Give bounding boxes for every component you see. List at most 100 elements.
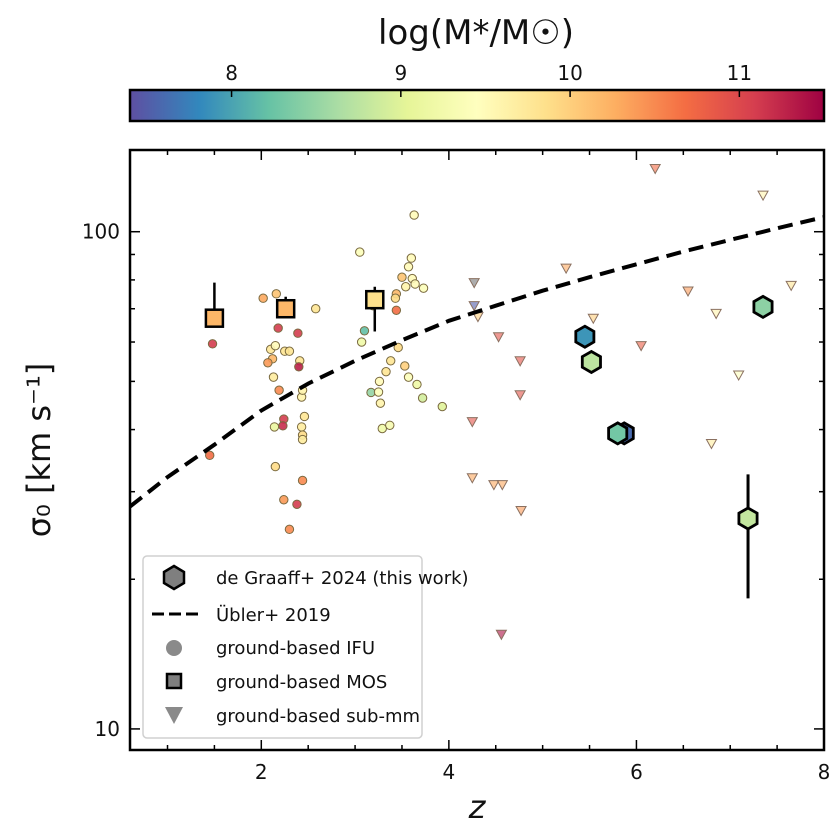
- hexagon-icon: [162, 564, 186, 591]
- colorbar-tick-label: 9: [394, 61, 407, 85]
- ifu-point: [274, 385, 284, 395]
- legend-entry-this-work: de Graaff+ 2024 (this work): [162, 564, 469, 591]
- ifu-point: [279, 495, 289, 505]
- legend-entry-mos: ground-based MOS: [165, 672, 387, 693]
- ifu-point: [271, 289, 282, 299]
- legend-label: ground-based sub-mm: [216, 706, 420, 727]
- submm-point: [495, 629, 508, 641]
- ifu-point: [400, 361, 410, 371]
- submm-point: [496, 480, 509, 491]
- colorbar: log(M*/M☉) 8 9 10 11: [128, 13, 826, 123]
- submm-point: [785, 280, 798, 292]
- x-tick-label: 2: [255, 760, 268, 784]
- legend-label: Übler+ 2019: [216, 604, 331, 626]
- submm-point: [466, 417, 479, 428]
- mos-point: [275, 298, 296, 319]
- ifu-point: [284, 346, 295, 356]
- ifu-point: [296, 422, 307, 432]
- ifu-point: [270, 461, 281, 472]
- submm-point: [705, 439, 718, 450]
- ifu-point: [437, 401, 447, 412]
- ifu-point: [284, 524, 295, 535]
- submm-point: [514, 356, 526, 367]
- ifu-point: [273, 323, 283, 333]
- ifu-point: [269, 422, 280, 432]
- ifu-point: [390, 293, 401, 303]
- this-work-point: [737, 506, 759, 531]
- circle-icon: [166, 640, 182, 656]
- submm-point: [466, 473, 479, 484]
- submm-point: [682, 286, 694, 298]
- submm-point: [587, 313, 600, 325]
- square-icon: [165, 672, 183, 690]
- ifu-point: [385, 420, 395, 430]
- submm-point: [560, 263, 572, 275]
- this-work-point: [574, 324, 596, 349]
- ifu-point: [386, 356, 396, 366]
- colorbar-gradient: [128, 88, 826, 123]
- ifu-point: [310, 304, 321, 314]
- ifu-point: [417, 393, 428, 403]
- ifu-point: [403, 372, 414, 382]
- y-axis-label: σ₀ [km s⁻¹]: [20, 363, 58, 538]
- x-axis-label: z: [468, 788, 487, 826]
- submm-point: [732, 370, 745, 382]
- mos-point: [365, 289, 385, 310]
- this-work-point: [752, 294, 774, 320]
- submm-point: [488, 480, 500, 491]
- ifu-point: [359, 326, 370, 336]
- ifu-point: [374, 376, 385, 387]
- legend-entry-submm: ground-based sub-mm: [165, 706, 420, 727]
- ifu-point: [278, 421, 288, 431]
- colorbar-tick-label: 8: [225, 61, 238, 85]
- ifu-point: [412, 379, 422, 390]
- triangle-down-icon: [165, 707, 183, 724]
- ubler-2019-line: [130, 215, 824, 509]
- ifu-point: [299, 411, 310, 422]
- y-tick-label: 10: [95, 717, 120, 741]
- ifu-point: [397, 272, 407, 282]
- ifu-point: [393, 342, 403, 353]
- ifu-point: [391, 305, 402, 315]
- ifu-point: [381, 366, 391, 377]
- ifu-point: [406, 253, 417, 263]
- ifu-point: [403, 262, 414, 272]
- ifu-point: [263, 358, 273, 368]
- ifu-point: [410, 279, 420, 289]
- submm-point: [492, 332, 505, 343]
- x-tick-label: 6: [630, 760, 643, 784]
- submm-point: [515, 505, 527, 517]
- ifu-point: [293, 328, 303, 338]
- ifu-point: [418, 283, 429, 293]
- legend-entry-ubler: Übler+ 2019: [152, 604, 331, 626]
- x-tick-label: 4: [442, 760, 455, 784]
- legend-entry-ifu: ground-based IFU: [166, 638, 375, 659]
- this-work-point: [607, 421, 629, 446]
- submm-point: [757, 190, 769, 202]
- ifu-point: [356, 337, 367, 347]
- y-tick-label: 100: [82, 220, 120, 244]
- colorbar-tick-label: 11: [727, 61, 752, 85]
- legend-label: ground-based MOS: [216, 672, 387, 693]
- ifu-point: [268, 372, 279, 382]
- ifu-point: [258, 293, 268, 303]
- ifu-point: [207, 339, 218, 349]
- ifu-point: [270, 340, 281, 351]
- submm-point: [468, 278, 481, 289]
- mos-point: [204, 308, 225, 328]
- this-work-point: [580, 349, 602, 375]
- submm-point: [635, 341, 647, 352]
- submm-point: [514, 390, 526, 401]
- submm-point: [468, 301, 481, 312]
- ifu-point: [292, 499, 302, 509]
- x-tick-label: 8: [818, 760, 831, 784]
- ifu-point: [373, 387, 384, 397]
- legend-box: [142, 555, 423, 739]
- ifu-point: [297, 434, 308, 445]
- colorbar-label: log(M*/M☉): [378, 13, 574, 53]
- legend: de Graaff+ 2024 (this work) Übler+ 2019 …: [142, 555, 469, 739]
- ifu-point: [401, 282, 411, 292]
- legend-label: ground-based IFU: [216, 638, 375, 659]
- colorbar-tick-label: 10: [557, 61, 582, 85]
